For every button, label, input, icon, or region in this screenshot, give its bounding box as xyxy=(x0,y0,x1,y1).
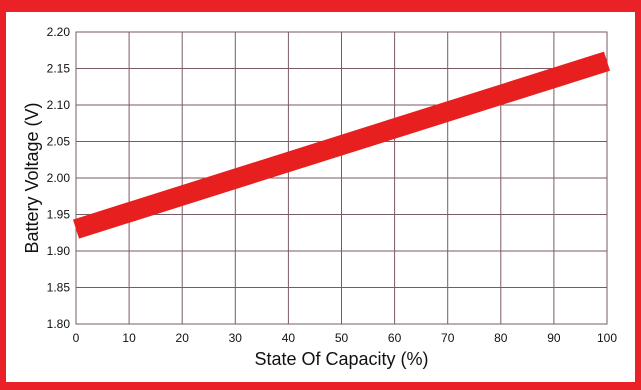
y-tick-label: 1.85 xyxy=(47,281,71,295)
x-tick-label: 60 xyxy=(388,331,402,345)
x-tick-label: 50 xyxy=(335,331,349,345)
x-axis-label: State Of Capacity (%) xyxy=(254,349,428,369)
series xyxy=(72,51,611,239)
y-tick-label: 2.20 xyxy=(47,25,71,39)
tick-labels: 0 10 20 30 40 50 60 70 80 90 100 1.80 1.85 1.90 1.95 2.… xyxy=(47,25,618,345)
x-tick-label: 10 xyxy=(122,331,136,345)
y-tick-label: 1.95 xyxy=(47,208,71,222)
x-tick-label: 40 xyxy=(282,331,296,345)
y-tick-label: 2.05 xyxy=(47,135,71,149)
x-tick-label: 70 xyxy=(441,331,455,345)
y-tick-label: 1.90 xyxy=(47,244,71,258)
x-tick-label: 30 xyxy=(229,331,243,345)
y-axis-label: Battery Voltage (V) xyxy=(22,102,42,253)
y-tick-label: 1.80 xyxy=(47,317,71,331)
plot-area-border xyxy=(75,31,608,325)
x-tick-label: 0 xyxy=(73,331,80,345)
voltage-series-line xyxy=(72,51,611,239)
x-tick-label: 100 xyxy=(597,331,617,345)
x-tick-label: 90 xyxy=(547,331,561,345)
y-tick-label: 2.15 xyxy=(47,62,71,76)
x-tick-label: 20 xyxy=(176,331,190,345)
x-tick-label: 80 xyxy=(494,331,508,345)
y-tick-label: 2.00 xyxy=(47,171,71,185)
y-tick-label: 2.10 xyxy=(47,98,71,112)
grid xyxy=(75,31,608,325)
